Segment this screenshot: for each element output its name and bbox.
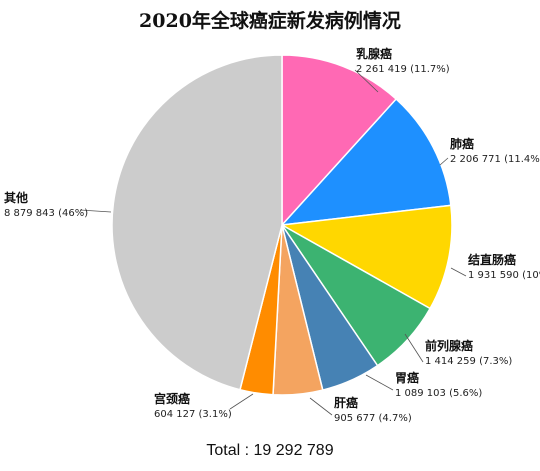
slice-label-value: 2 261 419 (11.7%)	[356, 64, 450, 75]
slice-label-name: 前列腺癌	[425, 338, 473, 353]
slice-label-name: 胃癌	[395, 370, 419, 385]
slice-label-name: 肺癌	[450, 136, 474, 151]
chart-title: 2020年全球癌症新发病例情况	[139, 10, 401, 32]
leader-line-6	[309, 397, 333, 416]
slice-label-value: 905 677 (4.7%)	[334, 413, 412, 424]
pie-slice-8	[111, 54, 283, 391]
total-label: Total : 19 292 789	[206, 442, 334, 459]
slice-label-value: 8 879 843 (46%)	[4, 208, 88, 219]
leader-line-1	[354, 69, 379, 93]
leader-line-8	[79, 209, 112, 213]
slice-label-name: 宫颈癌	[154, 391, 190, 406]
slice-label-name: 其他	[4, 190, 28, 205]
leader-line-5	[365, 374, 394, 391]
slice-label-value: 2 206 771 (11.4%)	[450, 154, 540, 165]
leader-line-7	[229, 393, 254, 410]
leader-line-3	[450, 267, 467, 277]
slice-label-value: 1 089 103 (5.6%)	[395, 388, 482, 399]
slice-label-value: 604 127 (3.1%)	[154, 409, 232, 420]
leader-line-2	[439, 157, 449, 166]
slice-label-value: 1 414 259 (7.3%)	[425, 356, 512, 367]
slice-label-name: 乳腺癌	[356, 46, 392, 61]
slice-label-value: 1 931 590 (10%)	[468, 270, 540, 281]
leader-line-4	[404, 333, 424, 363]
slice-label-name: 结直肠癌	[468, 252, 516, 267]
slice-label-name: 肝癌	[334, 395, 358, 410]
pie-slice-1	[281, 54, 398, 227]
pie-slice-2	[280, 97, 452, 226]
pie-slice-3	[279, 204, 453, 310]
